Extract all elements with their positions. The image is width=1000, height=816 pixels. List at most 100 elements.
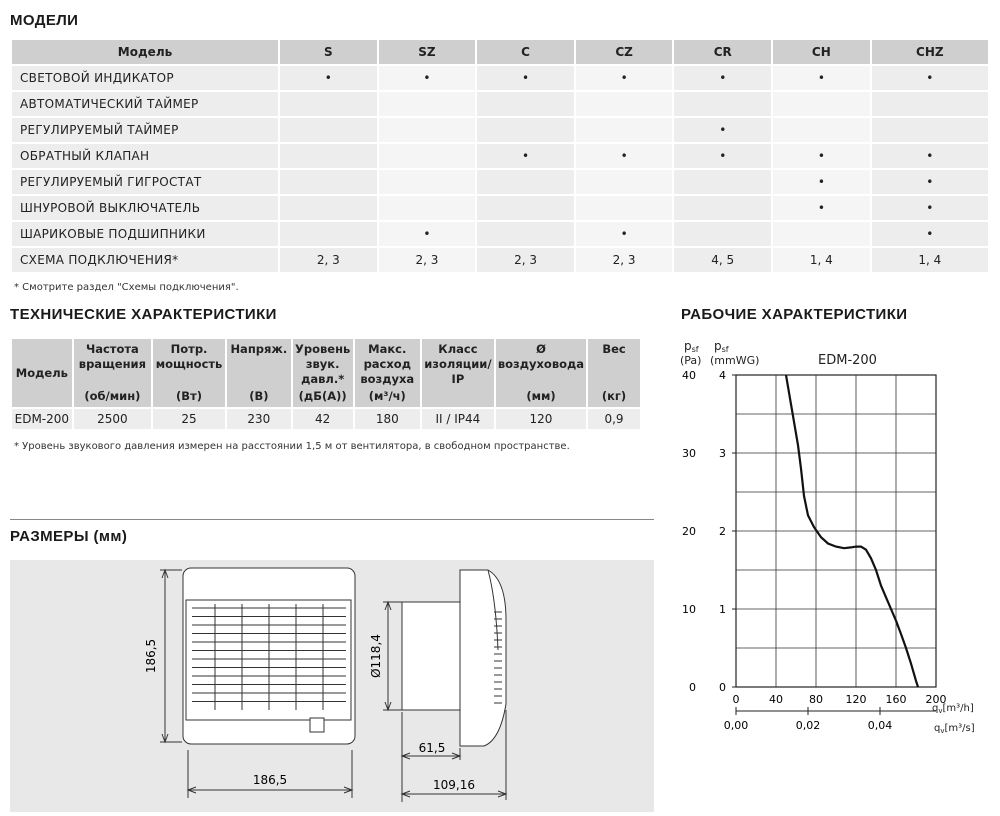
table-row: ШАРИКОВЫЕ ПОДШИПНИКИ • • • [12, 222, 988, 246]
tech-header-unit: (м³/ч) [368, 389, 406, 403]
models-header-row: Модель S SZ C CZ CR CH CHZ [12, 40, 988, 64]
table-cell: • [773, 66, 870, 90]
tech-header-top: Класс изоляции/ IP [424, 342, 492, 386]
tech-header-unit: (кг) [601, 389, 627, 403]
table-cell: 2, 3 [575, 248, 673, 272]
models-title: МОДЕЛИ [10, 12, 79, 29]
row-label: АВТОМАТИЧЕСКИЙ ТАЙМЕР [12, 92, 278, 116]
table-row: РЕГУЛИРУЕМЫЙ ГИГРОСТАТ • • [12, 170, 988, 194]
table-row: ОБРАТНЫЙ КЛАПАН • • • • • [12, 144, 988, 168]
table-cell [280, 170, 377, 194]
table-cell: • [378, 222, 476, 246]
table-cell: • [871, 66, 988, 90]
section-divider [10, 519, 654, 520]
tech-header-top: Потр. мощность [155, 342, 223, 371]
tech-header-top: Напряж. [230, 342, 288, 356]
x-axis-h-label: qv[m³/h] [932, 703, 974, 715]
row-label: ШНУРОВОЙ ВЫКЛЮЧАТЕЛЬ [12, 196, 278, 220]
y-tick-label: 10 [682, 603, 696, 616]
y-tick-label: 0 [689, 681, 696, 694]
table-cell: 1, 4 [773, 248, 870, 272]
tech-data-row: EDM-200 2500 25 230 42 180 II / IP44 120 0,9 [12, 409, 640, 429]
table-cell: • [773, 196, 870, 220]
y-axis-pa-label: psf [684, 339, 699, 354]
tech-table: Модель Частота вращения (об/мин) Потр. мощн… [10, 337, 642, 431]
y-axis-mm-unit: (mmWG) [710, 354, 759, 367]
table-row: АВТОМАТИЧЕСКИЙ ТАЙМЕР [12, 92, 988, 116]
tech-header-row: Модель Частота вращения (об/мин) Потр. мощн… [12, 339, 640, 407]
table-cell [575, 196, 673, 220]
models-header-chz: CHZ [871, 40, 988, 64]
table-cell: • [575, 66, 673, 90]
tech-header-unit: (Вт) [176, 389, 202, 403]
table-cell: • [674, 144, 772, 168]
models-table: Модель S SZ C CZ CR CH CHZ СВЕТОВОЙ ИНДИКАТОР • •… [10, 38, 990, 274]
tech-header-unit: (мм) [526, 389, 556, 403]
row-label: РЕГУЛИРУЕМЫЙ ТАЙМЕР [12, 118, 278, 142]
y-tick-label: 30 [682, 447, 696, 460]
row-label: СХЕМА ПОДКЛЮЧЕНИЯ* [12, 248, 278, 272]
dim-depth2-label: 109,16 [433, 778, 475, 792]
table-cell [871, 118, 988, 142]
chart-grid [735, 374, 937, 688]
models-header-model: Модель [12, 40, 278, 64]
tech-header-cell: Модель [12, 339, 72, 407]
models-header-s: S [280, 40, 377, 64]
y2-tick-label: 0 [719, 681, 726, 694]
table-cell: • [871, 196, 988, 220]
chart-model-label: EDM-200 [818, 353, 877, 368]
tech-cell: 25 [153, 409, 225, 429]
table-cell [477, 222, 574, 246]
tech-cell: 230 [226, 409, 291, 429]
table-cell [575, 170, 673, 194]
table-cell: • [871, 170, 988, 194]
tech-header-unit: (об/мин) [84, 389, 141, 403]
table-cell [477, 196, 574, 220]
side-view-duct [401, 601, 461, 711]
x-tick-label: 200 [926, 693, 947, 706]
dim-height-label: 186,5 [144, 639, 158, 673]
tech-header-top: Частота вращения [78, 342, 146, 371]
x2-tick-label: 0,02 [796, 719, 821, 732]
edm-200-curve [784, 374, 920, 688]
tech-header-cell: Напряж. (В) [226, 339, 291, 407]
tech-header-cell: Частота вращения (об/мин) [73, 339, 152, 407]
table-cell [280, 118, 377, 142]
y2-tick-label: 1 [719, 603, 726, 616]
models-header-ch: CH [773, 40, 870, 64]
dims-title: РАЗМЕРЫ (мм) [10, 528, 128, 545]
models-header-c: C [477, 40, 574, 64]
table-row: РЕГУЛИРУЕМЫЙ ТАЙМЕР • [12, 118, 988, 142]
table-cell [575, 118, 673, 142]
y-axis-mm-label: psf [714, 339, 729, 354]
row-label: СВЕТОВОЙ ИНДИКАТОР [12, 66, 278, 90]
table-cell: • [674, 66, 772, 90]
table-cell [674, 170, 772, 194]
table-cell: 1, 4 [871, 248, 988, 272]
x-tick-label: 80 [809, 693, 823, 706]
x-tick-label: 120 [846, 693, 867, 706]
tech-header-top: Вес [602, 342, 626, 356]
tech-note: * Уровень звукового давления измерен на … [14, 441, 570, 452]
tech-cell: 120 [495, 409, 587, 429]
table-cell: • [575, 222, 673, 246]
models-note: * Смотрите раздел "Схемы подключения". [14, 282, 239, 293]
y-tick-label: 20 [682, 525, 696, 538]
table-row: СВЕТОВОЙ ИНДИКАТОР • • • • • • • [12, 66, 988, 90]
table-cell [477, 170, 574, 194]
table-cell [378, 196, 476, 220]
models-header-cz: CZ [575, 40, 673, 64]
x2-tick-label: 0,04 [868, 719, 893, 732]
table-cell [575, 92, 673, 116]
table-cell [773, 222, 870, 246]
x-tick-label: 40 [769, 693, 783, 706]
x2-tick-label: 0,00 [724, 719, 749, 732]
table-cell [674, 222, 772, 246]
x-axis-s-label: qv[m³/s] [934, 723, 975, 735]
tech-header-cell: Класс изоляции/ IP [421, 339, 494, 407]
table-cell [773, 118, 870, 142]
tech-title: ТЕХНИЧЕСКИЕ ХАРАКТЕРИСТИКИ [10, 306, 277, 323]
table-cell: 2, 3 [378, 248, 476, 272]
tech-header-top: Модель [15, 365, 68, 380]
tech-cell: 2500 [73, 409, 152, 429]
